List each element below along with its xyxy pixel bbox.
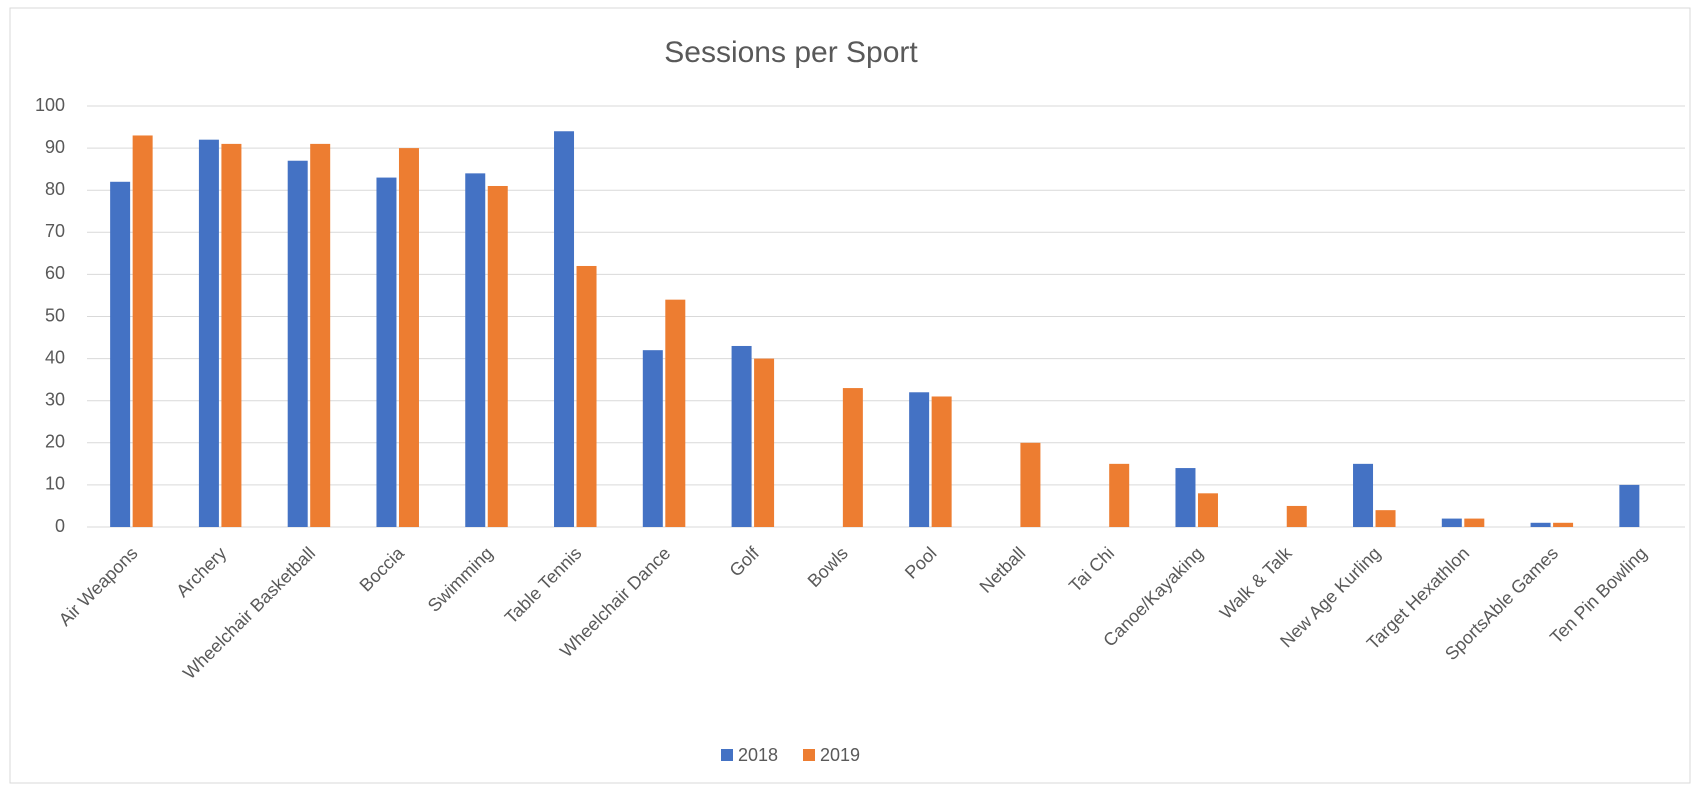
legend-label: 2018 [738,745,778,765]
y-tick-label: 90 [45,137,65,157]
legend-swatch [803,749,815,761]
y-tick-label: 50 [45,305,65,325]
y-tick-label: 70 [45,221,65,241]
bar [1553,522,1574,527]
bar [1020,442,1041,527]
bar [1464,518,1485,527]
bar [931,396,952,527]
bar [754,358,775,527]
bar [1375,510,1396,527]
bar [842,388,863,527]
bar [1175,468,1196,527]
bar [1441,518,1462,527]
legend-swatch [721,749,733,761]
y-tick-label: 10 [45,474,65,494]
y-tick-label: 0 [55,516,65,536]
bar [487,185,508,528]
legend-label: 2019 [820,745,860,765]
y-tick-label: 20 [45,432,65,452]
bar [132,135,153,527]
y-tick-label: 60 [45,263,65,283]
bar [909,392,930,527]
bar [1109,463,1130,527]
y-tick-label: 80 [45,179,65,199]
bar [310,143,331,527]
bar [376,177,397,527]
chart-title: Sessions per Sport [664,36,918,69]
bar [665,299,686,527]
y-tick-label: 40 [45,347,65,367]
bar [1197,493,1218,527]
bar [642,350,663,527]
bar [1353,463,1374,527]
bar [465,173,486,528]
bar [1286,505,1307,527]
bar [110,181,131,527]
bar [398,148,419,527]
bar [1530,522,1551,527]
bar [576,265,597,527]
bar [287,160,308,528]
bar [1619,484,1640,527]
bar [731,345,752,527]
y-tick-label: 100 [35,95,65,115]
bar [554,131,575,527]
bar [221,143,242,527]
y-tick-label: 30 [45,389,65,409]
bar [198,139,219,527]
